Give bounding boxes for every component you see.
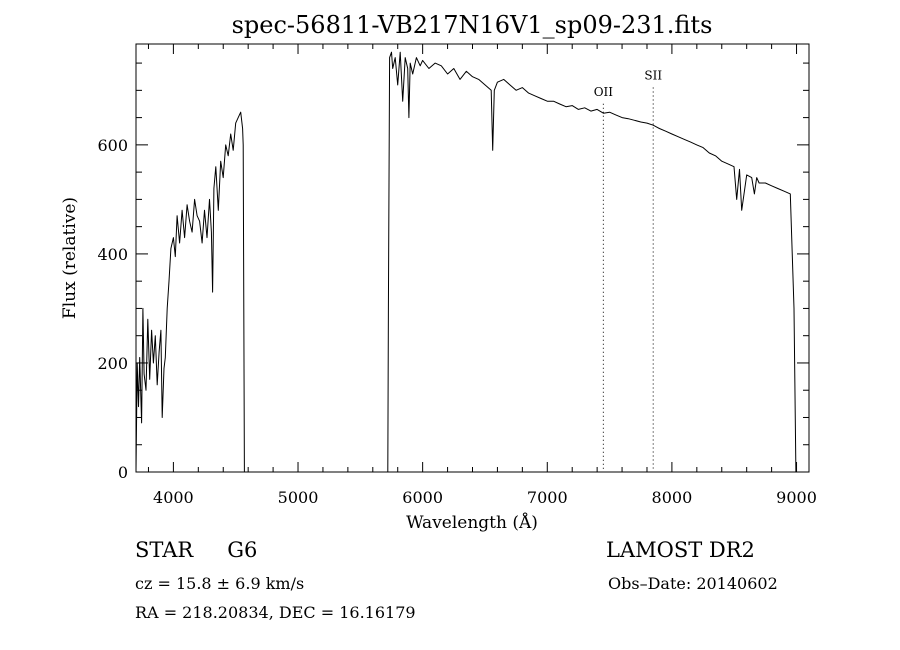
data-release: LAMOST DR2: [606, 538, 755, 562]
tick-labels: 4000 5000 6000 7000 8000 9000 0 200 400 600: [97, 136, 816, 507]
subclass-label: G6: [227, 538, 258, 562]
x-tick-label: 5000: [278, 488, 319, 507]
axis-ticks: [136, 44, 809, 473]
x-tick-label: 6000: [402, 488, 443, 507]
x-axis-label: Wavelength (Å): [406, 512, 538, 533]
annotation-label: OII: [594, 85, 614, 99]
y-tick-label: 600: [97, 136, 128, 155]
y-tick-label: 200: [97, 354, 128, 373]
object-class: STAR G6: [135, 538, 257, 562]
y-axis-label: Flux (relative): [60, 197, 80, 319]
annotation-labels: OII SII: [594, 68, 663, 98]
class-label: STAR: [135, 538, 194, 562]
plot-frame: [135, 43, 810, 473]
x-tick-label: 4000: [153, 488, 194, 507]
x-tick-label: 8000: [652, 488, 693, 507]
chart-title: spec-56811-VB217N16V1_sp09-231.fits: [232, 11, 713, 39]
coordinates-text: RA = 218.20834, DEC = 16.16179: [135, 603, 416, 622]
y-tick-label: 0: [118, 463, 128, 482]
y-tick-label: 400: [97, 245, 128, 264]
x-tick-label: 9000: [776, 488, 817, 507]
line-annotations: [602, 87, 654, 472]
series-group: [135, 51, 797, 473]
redshift-text: cz = 15.8 ± 6.9 km/s: [135, 574, 305, 593]
annotation-label: SII: [644, 68, 662, 82]
x-tick-label: 7000: [527, 488, 568, 507]
spectrum-line: [135, 51, 797, 473]
obs-date: Obs–Date: 20140602: [608, 574, 778, 593]
